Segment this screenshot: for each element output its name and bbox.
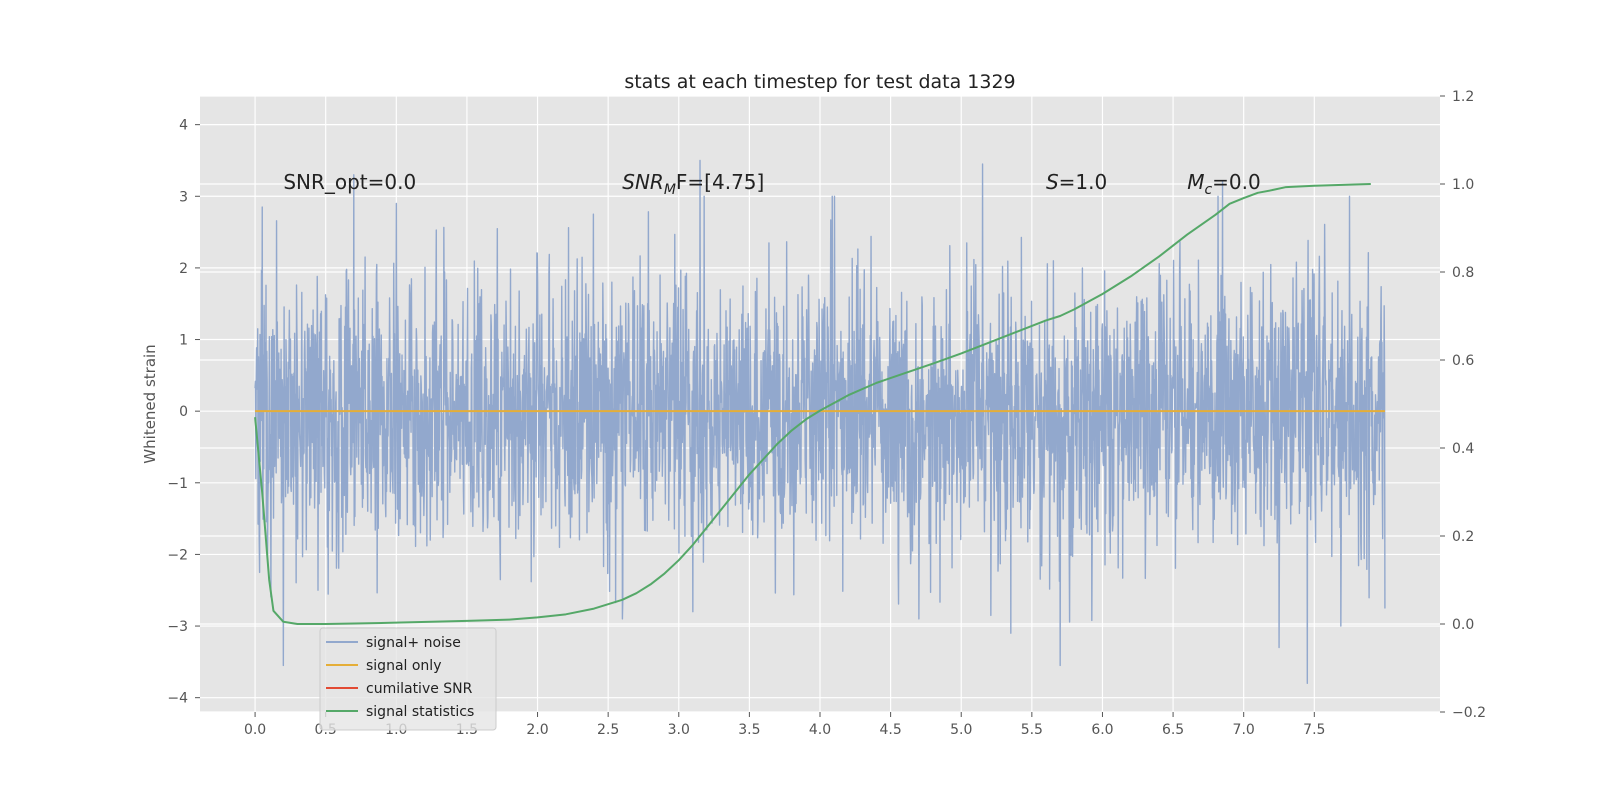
y2-tick-label: 1.0	[1452, 177, 1474, 193]
y-tick-label: 2	[179, 261, 188, 277]
legend-label: signal statistics	[366, 704, 474, 720]
annotation-0: SNR_opt=0.0	[283, 170, 416, 194]
annotation-symbol: M	[1187, 170, 1204, 194]
annotation-3: Mc=0.0	[1187, 170, 1261, 198]
x-tick-label: 6.5	[1162, 722, 1184, 738]
y-tick-label: 4	[179, 118, 188, 134]
y2-tick-label: 0.8	[1452, 265, 1474, 281]
legend-label: signal only	[366, 658, 441, 674]
y-axis-right: 1.2 1.0 0.8 0.6 0.4 0.2 0.0 −0.2	[1440, 89, 1486, 721]
x-tick-label: 4.5	[879, 722, 901, 738]
legend-box	[319, 627, 497, 731]
legend-label: cumilative SNR	[366, 681, 473, 697]
y-tick-label: −4	[167, 691, 188, 707]
annotation-value: =0.0	[1212, 170, 1261, 194]
x-tick-label: 4.0	[809, 722, 831, 738]
y2-tick-label: −0.2	[1452, 705, 1486, 721]
series-line-signal-noise	[254, 159, 1386, 685]
y-axis-left: 4 3 2 1 0 −1 −2 −3 −4	[167, 118, 200, 707]
y-tick-label: −2	[167, 547, 188, 563]
annotation-symbol: S	[1046, 170, 1059, 194]
x-tick-label: 3.0	[668, 722, 690, 738]
x-tick-label: 7.5	[1303, 722, 1325, 738]
annotation-value: =1.0	[1059, 170, 1108, 194]
y-axis-label: Whitened strain	[141, 344, 159, 463]
x-tick-label: 2.5	[597, 722, 619, 738]
y-tick-label: −3	[167, 619, 188, 635]
annotation-1: SNRMF=[4.75]	[622, 170, 764, 198]
y-tick-label: −1	[167, 476, 188, 492]
x-tick-label: 5.5	[1021, 722, 1043, 738]
y-tick-label: 3	[179, 189, 188, 205]
annotation-2: S=1.0	[1046, 170, 1107, 194]
legend-label: signal+ noise	[366, 635, 461, 651]
annotation-subscript: c	[1204, 182, 1212, 198]
y2-tick-label: 1.2	[1452, 89, 1474, 105]
series-layer	[254, 159, 1386, 685]
x-tick-label: 5.0	[950, 722, 972, 738]
x-tick-label: 6.0	[1091, 722, 1113, 738]
annotation-subscript: M	[664, 182, 676, 198]
x-tick-label: 0.0	[244, 722, 266, 738]
annotation-symbol: SNR	[622, 170, 664, 194]
series-line-signal-statistics	[254, 183, 1371, 625]
y-tick-label: 0	[179, 404, 188, 420]
annotations: SNR_opt=0.0 SNRMF=[4.75] S=1.0 Mc=0.0	[283, 170, 1260, 198]
legend: signal+ noise signal only cumilative SNR si…	[319, 627, 497, 731]
chart-title: stats at each timestep for test data 132…	[624, 71, 1015, 93]
y2-tick-label: 0.6	[1452, 353, 1474, 369]
annotation-value: F=[4.75]	[676, 170, 764, 194]
y2-tick-label: 0.4	[1452, 441, 1474, 457]
y2-tick-label: 0.2	[1452, 529, 1474, 545]
y2-tick-label: 0.0	[1452, 617, 1474, 633]
x-tick-label: 2.0	[526, 722, 548, 738]
x-axis: 0.00.51.01.52.02.53.03.54.04.55.05.56.06…	[244, 712, 1325, 738]
y-tick-label: 1	[179, 333, 188, 349]
x-tick-label: 3.5	[738, 722, 760, 738]
x-tick-label: 7.0	[1233, 722, 1255, 738]
